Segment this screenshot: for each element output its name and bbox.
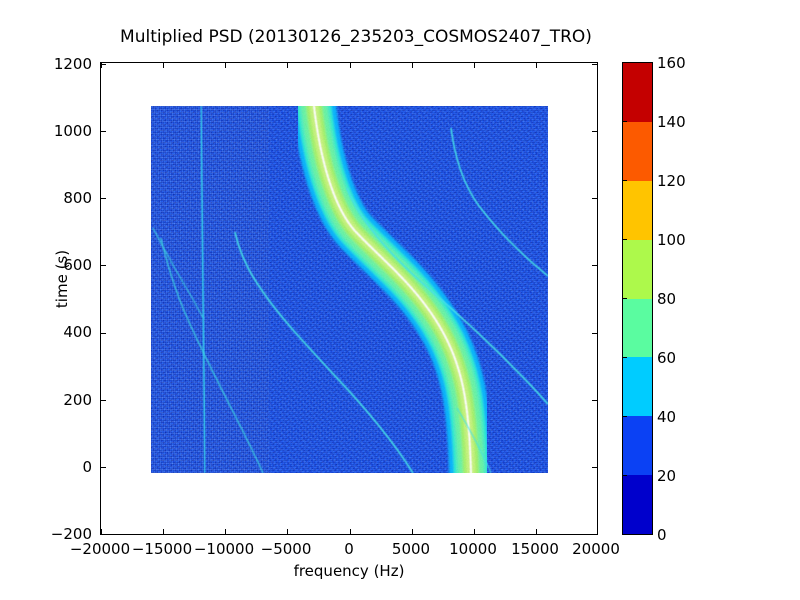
- x-tick-top: [597, 63, 598, 68]
- y-tick-right: [592, 64, 597, 65]
- colorbar-tick: [622, 121, 627, 122]
- x-tick-label: −15000: [131, 540, 193, 558]
- y-tick: [101, 64, 106, 65]
- colorbar-tick: [622, 534, 627, 535]
- x-tick-top: [412, 63, 413, 68]
- colorbar-band: [623, 357, 652, 417]
- y-tick: [101, 333, 106, 334]
- y-tick: [101, 131, 106, 132]
- colorbar-tick-label: 60: [657, 349, 677, 367]
- y-tick-label: −200: [50, 525, 92, 543]
- axes-interior: [101, 63, 597, 534]
- y-tick-label: 1000: [53, 122, 92, 140]
- x-tick-top: [225, 63, 226, 68]
- x-tick-top: [287, 63, 288, 68]
- y-tick: [101, 265, 106, 266]
- colorbar-tick: [622, 475, 627, 476]
- x-tick-label: 20000: [572, 540, 620, 558]
- plot-axes[interactable]: [100, 62, 598, 535]
- x-tick-label: −20000: [69, 540, 131, 558]
- colorbar-band: [623, 180, 652, 240]
- colorbar-band: [623, 416, 652, 476]
- colorbar-tick: [622, 298, 627, 299]
- spectrogram-image: [151, 106, 548, 473]
- y-tick-right: [592, 333, 597, 334]
- x-tick-top: [536, 63, 537, 68]
- y-tick-right: [592, 534, 597, 535]
- x-tick-top: [101, 63, 102, 68]
- x-tick: [597, 529, 598, 534]
- y-tick: [101, 198, 106, 199]
- x-tick-label: 5000: [391, 540, 431, 558]
- y-tick-right: [592, 198, 597, 199]
- colorbar-band: [623, 239, 652, 299]
- colorbar-tick: [622, 239, 627, 240]
- colorbar-tick: [622, 416, 627, 417]
- x-tick-label: −10000: [193, 540, 255, 558]
- y-tick-label: 800: [63, 189, 92, 207]
- x-tick-label: 15000: [511, 540, 559, 558]
- x-tick-label: 0: [344, 540, 354, 558]
- colorbar-tick: [622, 357, 627, 358]
- x-tick: [350, 529, 351, 534]
- y-tick-label: 0: [82, 458, 92, 476]
- x-tick-top: [163, 63, 164, 68]
- x-tick: [163, 529, 164, 534]
- chart-title: Multiplied PSD (20130126_235203_COSMOS24…: [120, 27, 592, 47]
- x-tick: [225, 529, 226, 534]
- y-tick-right: [592, 131, 597, 132]
- x-tick: [536, 529, 537, 534]
- x-tick: [474, 529, 475, 534]
- colorbar-tick-label: 100: [657, 231, 686, 249]
- y-tick: [101, 467, 106, 468]
- x-tick-label: −5000: [260, 540, 312, 558]
- x-tick-top: [474, 63, 475, 68]
- y-tick: [101, 534, 106, 535]
- y-tick-label: 1200: [53, 55, 92, 73]
- colorbar-band: [623, 63, 652, 122]
- y-tick-right: [592, 265, 597, 266]
- colorbar-tick-label: 0: [657, 526, 667, 544]
- y-tick: [101, 400, 106, 401]
- x-tick: [101, 529, 102, 534]
- x-tick: [287, 529, 288, 534]
- y-tick-label: 400: [63, 323, 92, 341]
- x-tick-top: [350, 63, 351, 68]
- colorbar-tick-label: 20: [657, 467, 677, 485]
- y-tick-right: [592, 400, 597, 401]
- colorbar-band: [623, 121, 652, 181]
- x-axis-label: frequency (Hz): [293, 562, 405, 580]
- colorbar-tick-label: 160: [657, 54, 686, 72]
- colorbar-tick: [622, 180, 627, 181]
- y-tick-label: 200: [63, 391, 92, 409]
- colorbar-tick-label: 40: [657, 408, 677, 426]
- colorbar-tick-label: 80: [657, 290, 677, 308]
- y-axis-label: time (s): [53, 249, 71, 309]
- x-tick: [412, 529, 413, 534]
- colorbar-tick-label: 120: [657, 172, 686, 190]
- y-tick-right: [592, 467, 597, 468]
- colorbar-band: [623, 298, 652, 358]
- x-tick-label: 10000: [449, 540, 497, 558]
- spectrogram-features: [151, 106, 548, 473]
- y-tick-label: 600: [63, 256, 92, 274]
- colorbar-tick-label: 140: [657, 113, 686, 131]
- colorbar-band: [623, 475, 652, 534]
- colorbar[interactable]: [622, 62, 653, 535]
- colorbar-tick: [622, 62, 627, 63]
